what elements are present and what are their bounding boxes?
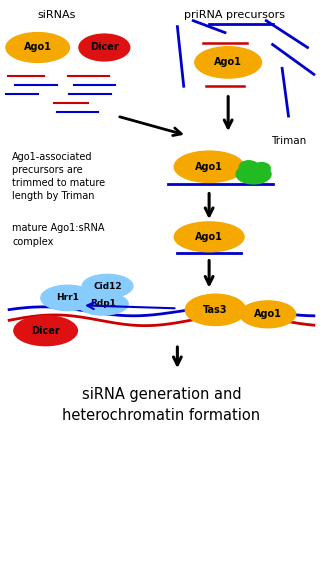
Text: Ago1: Ago1 [214, 57, 242, 67]
Ellipse shape [195, 47, 262, 78]
Text: priRNA precursors: priRNA precursors [184, 10, 285, 19]
Text: Ago1: Ago1 [254, 309, 282, 319]
Text: Cid12: Cid12 [93, 281, 122, 291]
Text: Tas3: Tas3 [203, 305, 228, 315]
Ellipse shape [6, 33, 69, 62]
Text: Ago1: Ago1 [195, 232, 223, 242]
Ellipse shape [253, 162, 270, 174]
Ellipse shape [174, 222, 244, 252]
Ellipse shape [236, 165, 271, 184]
Text: siRNAs: siRNAs [37, 10, 76, 19]
Ellipse shape [78, 293, 128, 315]
Text: Ago1: Ago1 [24, 42, 52, 53]
Ellipse shape [14, 316, 78, 345]
Ellipse shape [174, 151, 244, 182]
Ellipse shape [240, 301, 296, 328]
Text: siRNA generation and
heterochromatin formation: siRNA generation and heterochromatin for… [62, 387, 261, 423]
Text: mature Ago1:sRNA
complex: mature Ago1:sRNA complex [12, 224, 105, 247]
Text: Dicer: Dicer [90, 42, 119, 53]
Text: Hrr1: Hrr1 [57, 293, 79, 303]
Ellipse shape [239, 161, 258, 173]
Text: Dicer: Dicer [31, 325, 60, 336]
Ellipse shape [185, 294, 245, 325]
Ellipse shape [79, 34, 130, 61]
Ellipse shape [82, 275, 133, 297]
Text: Ago1: Ago1 [195, 162, 223, 172]
Text: Ago1-associated
precursors are
trimmed to mature
length by Triman: Ago1-associated precursors are trimmed t… [12, 152, 105, 201]
Text: Rdp1: Rdp1 [90, 299, 116, 308]
Text: Triman: Triman [271, 136, 306, 146]
Ellipse shape [41, 285, 95, 311]
